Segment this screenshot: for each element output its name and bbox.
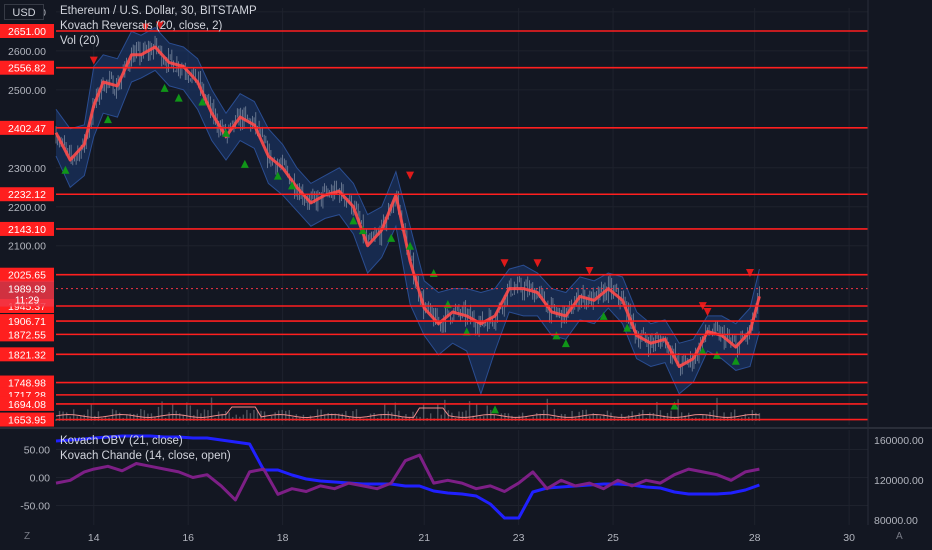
level-label-box: [0, 187, 54, 202]
level-label-text: 2402.47: [8, 123, 46, 135]
up-arrow-icon: [462, 327, 471, 336]
y-axis-tick-label: 2200.00: [8, 202, 46, 214]
level-label-box: [0, 375, 54, 390]
down-arrow-icon: [745, 269, 754, 278]
lower-left-tick-label: 0.00: [30, 473, 51, 485]
level-label-box: [0, 267, 54, 282]
x-axis-tick-label: 28: [749, 532, 761, 544]
up-arrow-icon: [599, 311, 608, 320]
y-axis-tick-label: 2100.00: [8, 241, 46, 253]
y-axis-tick-label: 2300.00: [8, 163, 46, 175]
level-label-text: 2143.10: [8, 224, 46, 236]
level-label-text: 2651.00: [8, 26, 46, 38]
level-label-box: [0, 60, 54, 75]
up-arrow-icon: [349, 216, 358, 225]
level-label-text: 1821.32: [8, 349, 46, 361]
legend-chande[interactable]: Kovach Chande (14, close, open): [60, 450, 231, 462]
down-arrow-icon: [155, 21, 164, 30]
lower-left-tick-label: -50.00: [20, 500, 50, 512]
up-arrow-icon: [731, 356, 740, 365]
down-arrow-icon: [406, 171, 415, 180]
level-label-box: [0, 120, 54, 135]
x-axis-tick-label: 23: [513, 532, 525, 544]
reversal-band-upper: [55, 26, 760, 344]
up-arrow-icon: [623, 323, 632, 332]
level-label-text: 1872.55: [8, 329, 46, 341]
level-label-box: [0, 396, 54, 411]
last-price-countdown: 11:29: [15, 296, 40, 307]
x-axis-tick-label: 14: [88, 532, 100, 544]
last-price-text: 1989.99: [8, 284, 46, 296]
legend-volume[interactable]: Vol (20): [60, 35, 100, 47]
volume-average-line: [55, 406, 760, 419]
level-label-box: [0, 314, 54, 329]
level-label-text: 2232.12: [8, 189, 46, 201]
obv-series-line: [55, 434, 760, 520]
up-arrow-icon: [221, 128, 230, 137]
up-arrow-icon: [698, 346, 707, 355]
lower-right-tick-label: 80000.00: [874, 515, 918, 527]
up-arrow-icon: [198, 97, 207, 106]
chande-series-line: [55, 453, 760, 502]
up-arrow-icon: [174, 93, 183, 102]
currency-selector[interactable]: USD: [4, 4, 44, 20]
up-arrow-icon: [491, 405, 500, 414]
up-arrow-icon: [103, 115, 112, 124]
level-label-text: 1694.08: [8, 399, 46, 411]
down-arrow-icon: [533, 259, 542, 268]
x-axis-tick-label: 21: [418, 532, 430, 544]
down-arrow-icon: [585, 267, 594, 276]
down-arrow-icon: [703, 307, 712, 316]
reversal-markers: [61, 21, 754, 414]
down-arrow-icon: [500, 259, 509, 268]
down-arrow-icon: [141, 23, 150, 32]
legend-symbol[interactable]: Ethereum / U.S. Dollar, 30, BITSTAMP: [60, 5, 257, 17]
reversal-band-lower: [55, 69, 760, 396]
last-price-badge: [0, 280, 54, 307]
x-axis-tick-label: 16: [182, 532, 194, 544]
up-arrow-icon: [552, 331, 561, 340]
x-axis-tick-label: 30: [843, 532, 855, 544]
y-axis-tick-label: 2500.00: [8, 85, 46, 97]
up-arrow-icon: [273, 171, 282, 180]
level-label-box: [0, 221, 54, 236]
down-arrow-icon: [89, 56, 98, 65]
up-arrow-icon: [288, 181, 297, 190]
auto-scale-toggle[interactable]: A: [896, 531, 903, 542]
level-label-box: [0, 412, 54, 427]
lower-left-tick-label: 50.00: [24, 445, 50, 457]
level-label-text: 2556.82: [8, 63, 46, 75]
up-arrow-icon: [561, 339, 570, 348]
level-label-text: 1653.95: [8, 415, 46, 427]
up-arrow-icon: [406, 241, 415, 250]
up-arrow-icon: [61, 165, 70, 174]
level-label-text: 1906.71: [8, 316, 46, 328]
x-axis-tick-label: 25: [607, 532, 619, 544]
oscillator-pane: [0, 427, 932, 520]
level-label-text: 1748.98: [8, 378, 46, 390]
up-arrow-icon: [160, 83, 169, 92]
legend-obv[interactable]: Kovach OBV (21, close): [60, 435, 183, 447]
reversal-bands: [55, 26, 760, 396]
y-axis-tick-label: 2600.00: [8, 46, 46, 58]
up-arrow-icon: [358, 226, 367, 235]
level-label-box: [0, 327, 54, 342]
x-axis-tick-label: 18: [277, 532, 289, 544]
level-label-text: 2025.65: [8, 270, 46, 282]
up-arrow-icon: [387, 233, 396, 242]
level-label-box: [0, 23, 54, 38]
up-arrow-icon: [670, 401, 679, 410]
reversal-band-area: [56, 27, 760, 394]
legend-reversals[interactable]: Kovach Reversals (20, close, 2): [60, 20, 223, 32]
level-label-box: [0, 347, 54, 362]
lower-right-tick-label: 160000.00: [874, 435, 924, 447]
up-arrow-icon: [240, 159, 249, 168]
zoom-toggle[interactable]: Z: [24, 531, 31, 542]
lower-right-tick-label: 120000.00: [874, 475, 924, 487]
